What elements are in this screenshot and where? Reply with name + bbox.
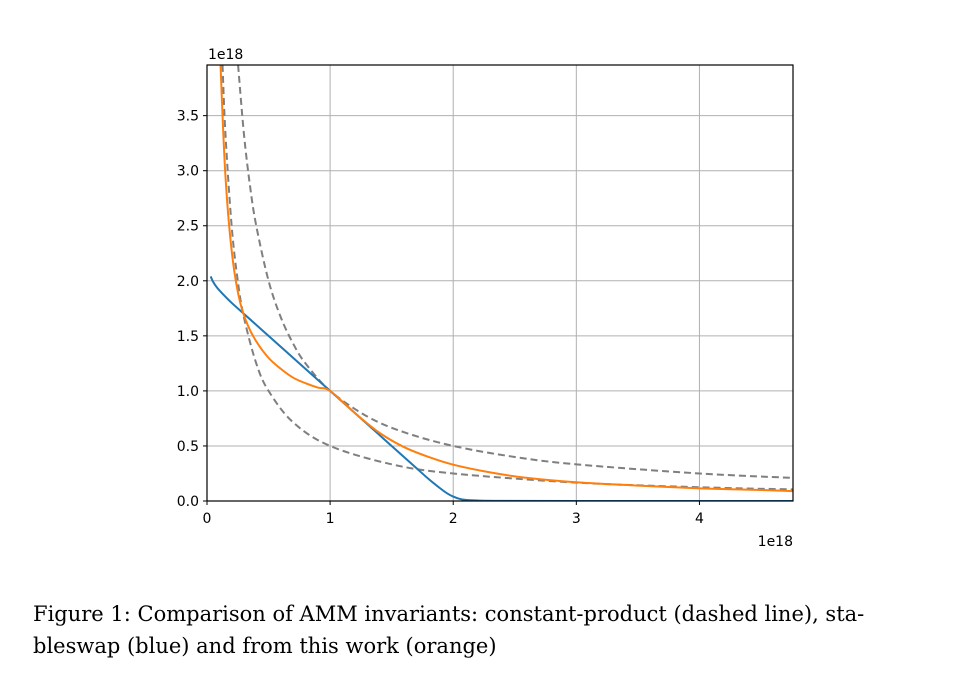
x-tick-label: 1 — [326, 511, 335, 527]
x-tick-label: 4 — [695, 511, 704, 527]
y-tick-label: 3.0 — [177, 164, 199, 180]
y-tick-label: 0.5 — [177, 439, 199, 455]
series-line-2 — [209, 275, 793, 501]
figure-caption: Figure 1: Comparison of AMM invariants: … — [33, 598, 953, 662]
series-layer — [209, 65, 793, 501]
grid — [206, 65, 793, 502]
x-tick-label: 0 — [203, 511, 212, 527]
y-tick-label: 3.5 — [177, 109, 199, 125]
y-tick-label: 0.0 — [177, 494, 199, 510]
x-tick-label: 2 — [449, 511, 458, 527]
y-tick-label: 1.5 — [177, 329, 199, 345]
caption-line-1: Figure 1: Comparison of AMM invariants: … — [33, 602, 865, 626]
series-line-0 — [221, 65, 793, 491]
axes-frame — [206, 64, 794, 502]
invariant-chart: 0 1 2 3 4 0.0 0.5 1.0 1.5 2.0 2.5 3.0 3.5 1e18 1e18 — [177, 47, 794, 550]
series-line-1 — [237, 65, 793, 479]
y-tick-label: 2.0 — [177, 274, 199, 290]
ticks: 0 1 2 3 4 0.0 0.5 1.0 1.5 2.0 2.5 3.0 3.5 — [177, 109, 704, 527]
series-line-3 — [219, 65, 793, 493]
y-tick-label: 2.5 — [177, 219, 199, 235]
caption-line-2: bleswap (blue) and from this work (orang… — [33, 634, 497, 658]
y-tick-label: 1.0 — [177, 384, 199, 400]
x-tick-label: 3 — [572, 511, 581, 527]
x-axis-offset-label: 1e18 — [758, 534, 793, 550]
y-axis-offset-label: 1e18 — [208, 47, 243, 63]
